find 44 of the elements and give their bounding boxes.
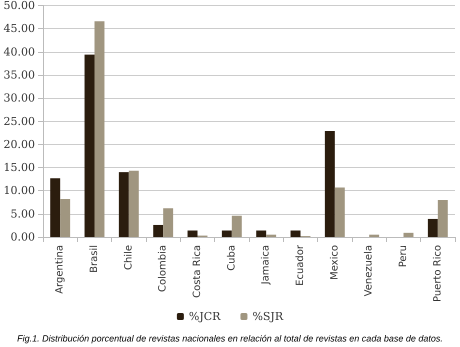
- bar: [428, 218, 438, 237]
- legend-label: %SJR: [252, 310, 284, 323]
- y-tick-label: 15.00: [4, 161, 35, 174]
- bar: [84, 54, 94, 237]
- x-tick-label: Peru: [398, 245, 409, 268]
- bar: [256, 230, 266, 237]
- caption: Fig.1. Distribución porcentual de revistas nacionales en relación al total de revistas en cada base de datos.: [17, 334, 443, 344]
- bar: [232, 216, 242, 237]
- y-tick-label: 10.00: [4, 184, 35, 198]
- bar: [324, 130, 335, 237]
- bar: [128, 170, 139, 237]
- bar: [50, 178, 60, 237]
- x-tick-label: Argentina: [54, 245, 66, 294]
- bar: [163, 208, 174, 237]
- y-tick-label: 5.00: [10, 207, 35, 220]
- y-tick-label: 0.00: [10, 230, 35, 244]
- bar: [188, 230, 198, 237]
- x-tick-label: Mexico: [329, 245, 340, 280]
- x-tick-label: Puerto Rico: [432, 245, 444, 302]
- x-tick-label: Chile: [123, 245, 134, 270]
- legend-label: %JCR: [188, 310, 222, 323]
- bar: [94, 21, 104, 237]
- x-tick-label: Venezuela: [364, 245, 375, 296]
- x-tick-label: Brasil: [89, 245, 100, 273]
- y-tick-label: 20.00: [4, 138, 35, 151]
- bar: [60, 199, 70, 237]
- y-tick-label: 40.00: [4, 45, 35, 58]
- bar: [290, 230, 300, 237]
- bar: [153, 224, 164, 237]
- bar: [118, 172, 129, 237]
- x-tick-label: Ecuador: [295, 244, 306, 286]
- bar: [222, 230, 232, 237]
- y-tick-label: 25.00: [4, 114, 35, 128]
- y-tick-label: 50.00: [4, 0, 35, 12]
- x-tick-label: Colombia: [158, 245, 169, 292]
- y-tick-label: 35.00: [4, 68, 35, 82]
- x-tick-label: Jamaica: [260, 245, 272, 286]
- y-tick-label: 30.00: [4, 92, 35, 105]
- bar: [438, 200, 448, 237]
- x-tick-label: Costa Rica: [192, 245, 203, 298]
- y-tick-label: 45.00: [4, 22, 35, 36]
- x-tick-label: Cuba: [226, 245, 238, 271]
- bar: [404, 232, 414, 237]
- bar: [334, 187, 345, 237]
